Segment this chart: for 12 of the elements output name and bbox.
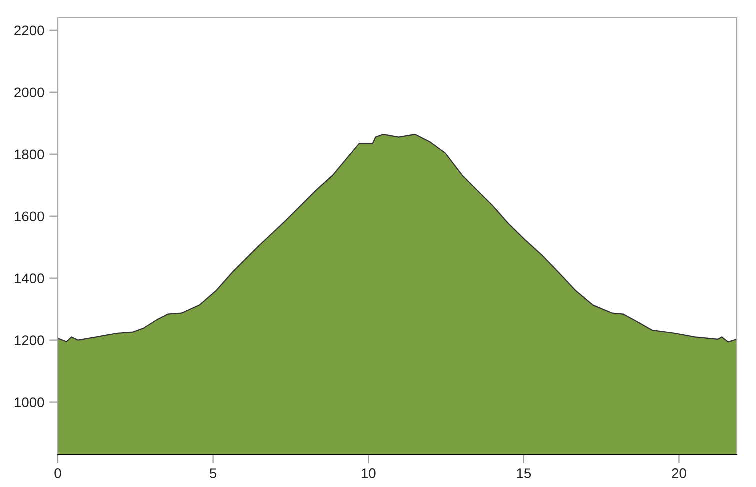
x-tick-label: 5 — [210, 468, 217, 478]
y-tick-label: 2200 — [14, 26, 44, 36]
x-tick-label: 20 — [672, 468, 686, 478]
y-tick-label: 1600 — [14, 212, 44, 222]
x-tick-label: 0 — [54, 468, 62, 478]
y-tick-label: 1000 — [14, 398, 44, 408]
y-tick-label: 1400 — [14, 274, 44, 284]
y-tick-label: 2000 — [14, 88, 44, 98]
y-tick-label: 1800 — [14, 150, 44, 160]
x-tick-label: 15 — [517, 468, 532, 478]
x-tick-label: 10 — [362, 468, 376, 478]
y-tick-label: 1200 — [14, 336, 44, 346]
